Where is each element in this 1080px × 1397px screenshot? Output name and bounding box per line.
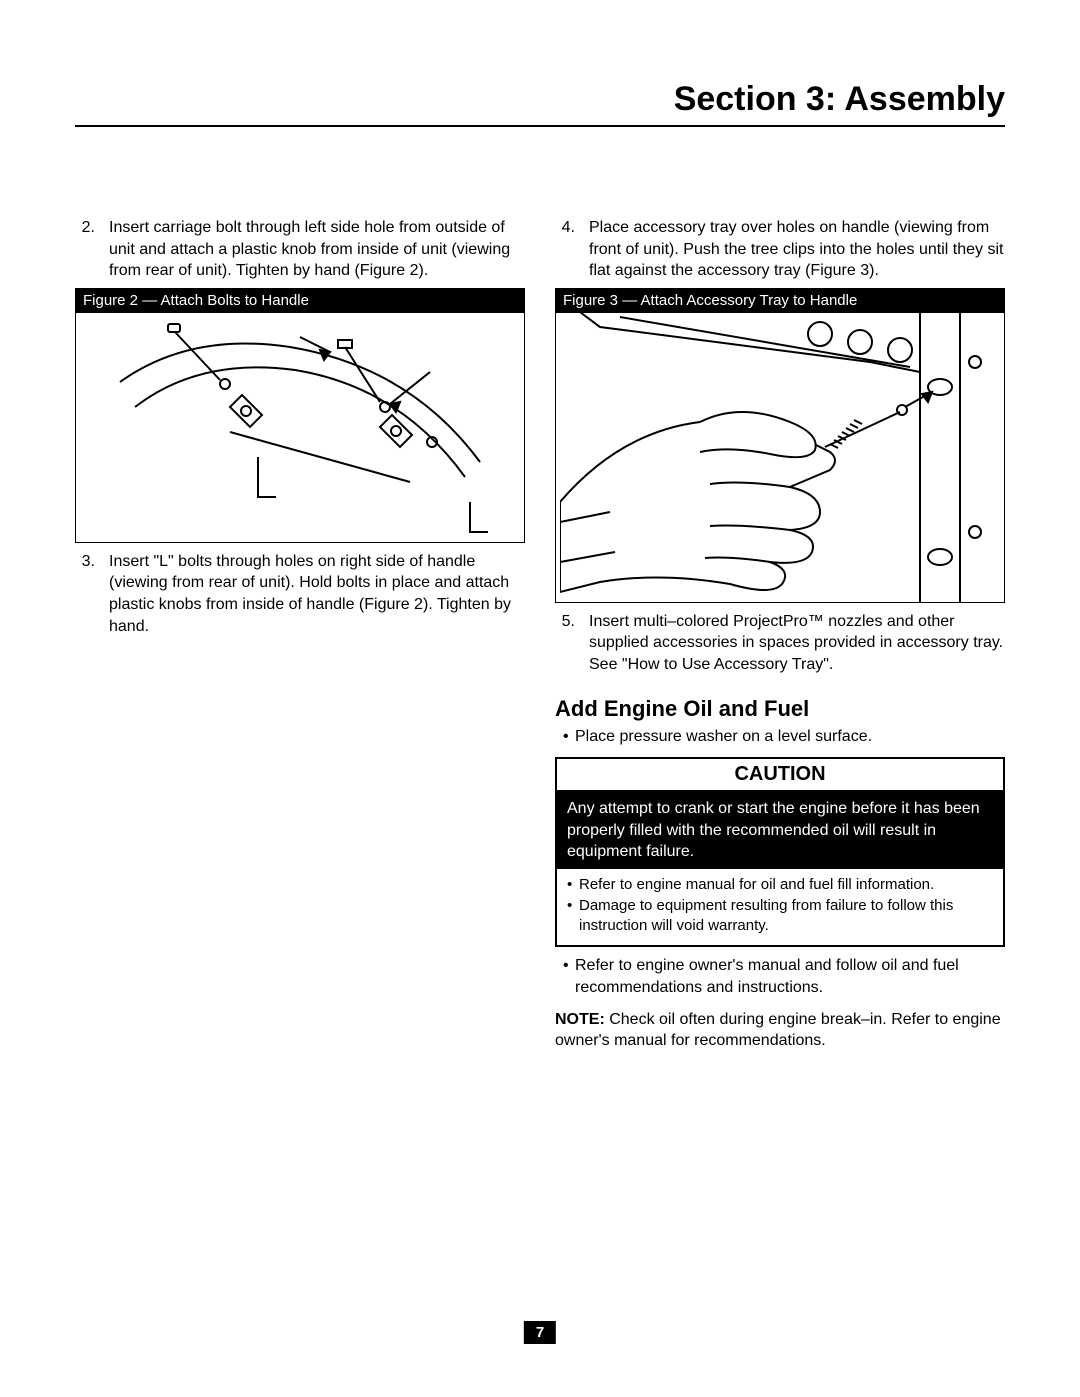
page-number-wrap: 7 xyxy=(524,1324,556,1342)
step-3: 3. Insert "L" bolts through holes on rig… xyxy=(75,551,525,637)
caution-body-light: Refer to engine manual for oil and fuel … xyxy=(557,869,1003,946)
caution-heading: CAUTION xyxy=(557,759,1003,792)
step-number: 2. xyxy=(75,217,95,282)
caution-body-dark: Any attempt to crank or start the engine… xyxy=(557,792,1003,869)
title-rule xyxy=(75,125,1005,127)
note-text: Check oil often during engine break–in. … xyxy=(555,1011,1001,1050)
left-column: 2. Insert carriage bolt through left sid… xyxy=(75,217,525,1060)
list-item: Place pressure washer on a level surface… xyxy=(563,726,1005,748)
page-number: 7 xyxy=(524,1321,556,1344)
content-columns: 2. Insert carriage bolt through left sid… xyxy=(75,217,1005,1060)
step-number: 3. xyxy=(75,551,95,637)
figure-2-caption: Figure 2 — Attach Bolts to Handle xyxy=(75,288,525,313)
step-text: Insert "L" bolts through holes on right … xyxy=(109,551,525,637)
list-item: Damage to equipment resulting from failu… xyxy=(565,896,995,935)
list-item: Refer to engine manual for oil and fuel … xyxy=(565,875,995,895)
step-text: Insert carriage bolt through left side h… xyxy=(109,217,525,282)
bullet-list-2: Refer to engine owner's manual and follo… xyxy=(555,955,1005,998)
step-number: 5. xyxy=(555,611,575,676)
bullet-list-1: Place pressure washer on a level surface… xyxy=(555,726,1005,748)
caution-box: CAUTION Any attempt to crank or start th… xyxy=(555,757,1005,947)
right-column: 4. Place accessory tray over holes on ha… xyxy=(555,217,1005,1060)
note-label: NOTE: xyxy=(555,1011,605,1028)
step-text: Insert multi–colored ProjectPro™ nozzles… xyxy=(589,611,1005,676)
step-4: 4. Place accessory tray over holes on ha… xyxy=(555,217,1005,282)
step-5: 5. Insert multi–colored ProjectPro™ nozz… xyxy=(555,611,1005,676)
figure-2-image xyxy=(75,313,525,543)
subheading-oil-fuel: Add Engine Oil and Fuel xyxy=(555,696,1005,722)
figure-3-caption: Figure 3 — Attach Accessory Tray to Hand… xyxy=(555,288,1005,313)
figure-3-image xyxy=(555,313,1005,603)
step-number: 4. xyxy=(555,217,575,282)
note-paragraph: NOTE: Check oil often during engine brea… xyxy=(555,1009,1005,1052)
step-text: Place accessory tray over holes on handl… xyxy=(589,217,1005,282)
section-title: Section 3: Assembly xyxy=(75,80,1005,125)
list-item: Refer to engine owner's manual and follo… xyxy=(563,955,1005,998)
step-2: 2. Insert carriage bolt through left sid… xyxy=(75,217,525,282)
